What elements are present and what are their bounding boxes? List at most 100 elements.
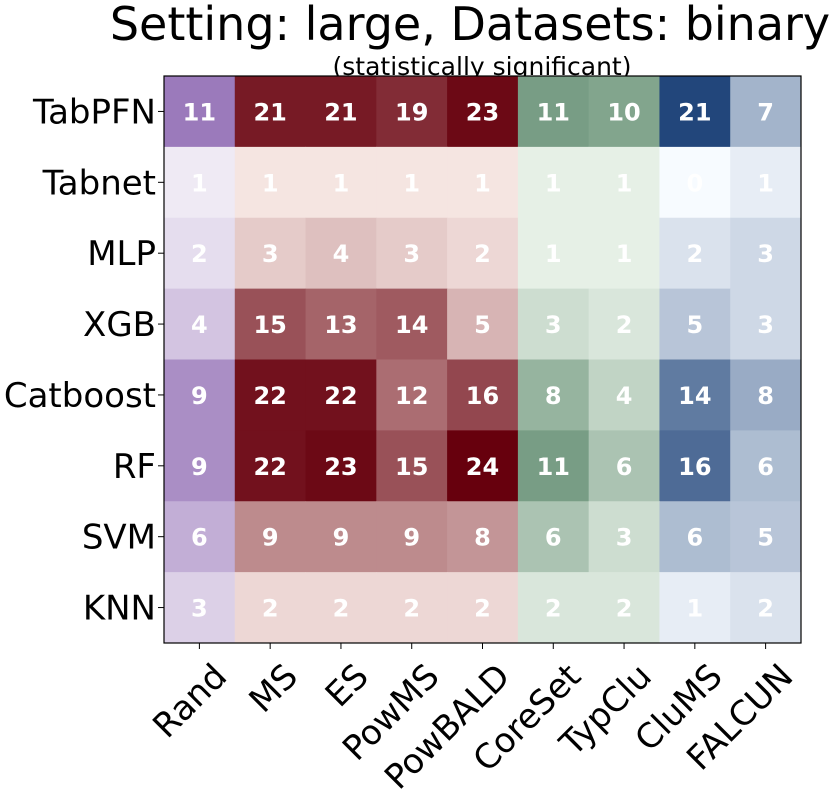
cell-value: 2 (686, 240, 703, 268)
heatmap-cell (305, 501, 377, 573)
cell-value: 12 (395, 382, 428, 410)
heatmap-cell (517, 430, 590, 502)
cell-value: 15 (395, 453, 428, 481)
cell-value: 9 (333, 524, 350, 552)
heatmap-cell (447, 217, 519, 290)
heatmap-cell (517, 572, 590, 644)
heatmap-cell (659, 572, 731, 644)
cell-value: 10 (607, 98, 640, 126)
cell-value: 21 (324, 98, 357, 126)
cell-value: 2 (333, 595, 350, 623)
y-tick-label: TabPFN (32, 92, 156, 132)
heatmap-cell (164, 359, 236, 431)
x-axis: Rand MS ESPowMSPowBALDCoreSetTypCluCluMSFA… (145, 643, 801, 790)
heatmap-cell (376, 217, 448, 290)
cell-value: 8 (474, 524, 491, 552)
heatmap-cell (588, 76, 660, 148)
heatmap-cell (234, 501, 307, 573)
cell-value: 1 (191, 169, 208, 197)
heatmap-cell (164, 288, 236, 360)
cell-value: 6 (616, 453, 633, 481)
heatmap-cell (517, 217, 590, 290)
cell-value: 14 (395, 311, 428, 339)
y-tick-label: SVM (82, 518, 156, 558)
cell-value: 3 (262, 240, 279, 268)
heatmap-cell (164, 76, 236, 148)
cell-value: 2 (757, 595, 774, 623)
cell-value: 4 (616, 382, 633, 410)
cell-value: 5 (686, 311, 703, 339)
y-tick-label: KNN (83, 589, 156, 629)
cell-value: 6 (191, 524, 208, 552)
heatmap-cell (305, 76, 377, 148)
heatmap-cell (234, 288, 307, 360)
heatmap-cell (659, 146, 731, 219)
cell-value: 9 (191, 453, 208, 481)
x-tick-label: MS (242, 656, 306, 720)
heatmap-cell (376, 76, 448, 148)
heatmap-cell (588, 501, 660, 573)
cell-value: 2 (616, 595, 633, 623)
cell-value: 6 (545, 524, 562, 552)
cell-value: 2 (616, 311, 633, 339)
cell-value: 1 (686, 595, 703, 623)
heatmap-cell (659, 501, 731, 573)
cell-value: 1 (262, 169, 279, 197)
heatmap-cell (447, 501, 519, 573)
heatmap-cell (234, 217, 307, 290)
heatmap-cell (447, 572, 519, 644)
cell-value: 15 (253, 311, 286, 339)
heatmap-cell (588, 217, 660, 290)
heatmap-cell (234, 76, 307, 148)
heatmap-cell (376, 359, 448, 431)
cell-value: 4 (191, 311, 208, 339)
heatmap-cell (659, 288, 731, 360)
chart-title: Setting: large, Datasets: binary (110, 0, 830, 51)
heatmap-cell (234, 572, 307, 644)
heatmap-cell (305, 288, 377, 360)
cell-value: 3 (191, 595, 208, 623)
cell-value: 1 (403, 169, 420, 197)
x-tick-label: Rand (145, 656, 235, 746)
heatmap-cell (517, 501, 590, 573)
cell-value: 3 (757, 311, 774, 339)
heatmap-cell (447, 430, 519, 502)
cell-value: 22 (253, 453, 286, 481)
heatmap-cell (305, 572, 377, 644)
heatmap-cell (730, 572, 802, 644)
heatmap-cell (234, 359, 307, 431)
heatmap-cell (730, 359, 802, 431)
heatmap-cell (659, 217, 731, 290)
cell-value: 16 (466, 382, 499, 410)
heatmap-cell (517, 359, 590, 431)
cell-value: 2 (545, 595, 562, 623)
heatmap-cell (588, 572, 660, 644)
heatmap-cell (588, 430, 660, 502)
cell-value: 1 (616, 169, 633, 197)
cell-value: 1 (333, 169, 350, 197)
y-tick-label: XGB (83, 305, 156, 345)
heatmap-cell (376, 501, 448, 573)
cell-value: 3 (403, 240, 420, 268)
cell-value: 9 (262, 524, 279, 552)
heatmap-cell (234, 430, 307, 502)
heatmap-cell (730, 501, 802, 573)
cell-value: 1 (616, 240, 633, 268)
heatmap-cell (164, 146, 236, 219)
cell-value: 3 (616, 524, 633, 552)
cell-value: 13 (324, 311, 357, 339)
y-tick-label: MLP (87, 234, 156, 274)
cell-value: 2 (474, 240, 491, 268)
cell-value: 16 (678, 453, 711, 481)
heatmap-cell (447, 359, 519, 431)
cell-value-labels: 11 21 21 19 23 11 10 21 71 1 1 1 1 1 1 0 12 3 4 3 2 1 1 2 34 15 13… (183, 98, 774, 622)
cell-value: 8 (757, 382, 774, 410)
cell-value: 0 (686, 169, 703, 197)
cell-value: 22 (324, 382, 357, 410)
cell-value: 9 (403, 524, 420, 552)
cell-value: 11 (537, 98, 570, 126)
heatmap-cell (164, 430, 236, 502)
heatmap-cell (730, 146, 802, 219)
heatmap-cell (305, 430, 377, 502)
cell-value: 1 (757, 169, 774, 197)
